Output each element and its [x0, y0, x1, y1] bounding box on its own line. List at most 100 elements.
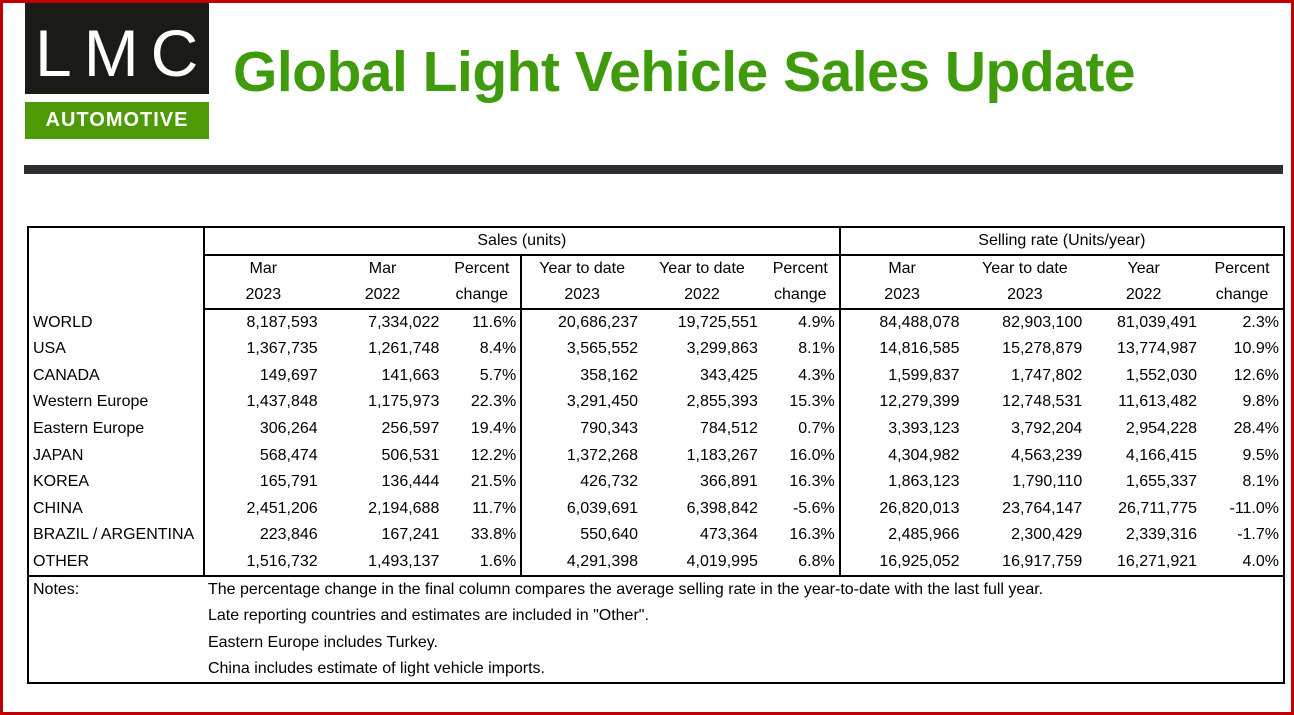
cell-value: 19,725,551	[677, 314, 758, 331]
cell-value: 8.1%	[1242, 473, 1279, 491]
cell-value: 426,732	[520, 468, 643, 496]
group-header-sales: Sales (units)	[202, 227, 840, 256]
cell-value: 8.1%	[798, 340, 835, 358]
cell-value: 16.3%	[789, 473, 835, 491]
page-title: Global Light Vehicle Sales Update	[233, 40, 1136, 104]
cell-value: 2,855,393	[686, 393, 758, 411]
cell-value: 9.8%	[1242, 393, 1279, 411]
cell-value: 1,261,748	[368, 340, 440, 358]
cell-value: 1,183,267	[686, 446, 758, 464]
row-label: CHINA	[33, 499, 83, 517]
cell-value: 3,299,863	[686, 340, 758, 358]
cell-value: 1.6%	[443, 548, 522, 577]
column-header-4-line2: 2023	[520, 282, 643, 310]
cell-value: 784,512	[700, 420, 758, 438]
cell-value: 2,339,316	[1125, 526, 1198, 544]
column-header-8-line1: Year to date	[982, 260, 1068, 277]
cell-value: 1,747,802	[1011, 366, 1083, 384]
column-header-9-line2: 2022	[1086, 282, 1202, 310]
cell-value: 4.9%	[798, 314, 835, 331]
column-header-1-line1: Mar	[202, 255, 322, 282]
cell-value: 136,444	[381, 473, 440, 491]
note-line: Late reporting countries and estimates a…	[207, 607, 649, 624]
cell-value: 1,175,973	[368, 393, 440, 411]
column-header-10-line2: change	[1201, 282, 1284, 310]
cell-value: 343,425	[700, 366, 758, 384]
row-label: OTHER	[28, 548, 204, 577]
notes-label: Notes:	[33, 580, 80, 598]
cell-value: 11,613,482	[1118, 393, 1198, 411]
cell-value: 16,925,052	[838, 548, 964, 577]
row-label: CANADA	[33, 366, 100, 384]
column-header-8-line2: 2023	[963, 282, 1087, 310]
cell-value: 16,917,759	[963, 548, 1087, 577]
cell-value: 1,367,735	[202, 336, 322, 363]
note-line: Eastern Europe includes Turkey.	[207, 633, 438, 651]
column-header-7-line2: 2023	[838, 282, 964, 310]
cell-value: 3,291,450	[520, 389, 643, 416]
cell-value: 358,162	[520, 362, 643, 390]
sales-table: Sales (units) Selling rate (Units/year) …	[27, 226, 1285, 684]
row-label: BRAZIL / ARGENTINA	[33, 526, 195, 544]
cell-value: 1,655,337	[1125, 473, 1198, 491]
row-label: USA	[33, 340, 66, 358]
cell-value: 1,372,268	[520, 442, 643, 469]
note-line: The percentage change in the final colum…	[207, 580, 1044, 598]
row-label: JAPAN	[33, 446, 84, 464]
row-label: Western Europe	[33, 393, 149, 411]
column-header-3-line1: Percent	[454, 260, 510, 277]
header-blank	[28, 227, 204, 309]
cell-value: 2,451,206	[202, 495, 322, 523]
cell-value: 7,334,022	[368, 314, 440, 331]
cell-value: 149,697	[202, 362, 322, 390]
cell-value: 1,863,123	[838, 468, 964, 496]
cell-value: 1,790,110	[1012, 473, 1083, 491]
column-header-6-line2: change	[761, 282, 840, 310]
cell-value: 2.3%	[1242, 314, 1279, 331]
cell-value: 1,516,732	[202, 548, 322, 577]
cell-value: 15,278,879	[1002, 340, 1083, 358]
table-row: Eastern Europe 306,264 256,597 19.4% 790,343…	[28, 415, 1284, 443]
table-row: OTHER 1,516,732 1,493,137 1.6% 4,291,398 4,01…	[28, 548, 1284, 577]
cell-value: 22.3%	[470, 393, 517, 411]
cell-value: 12,279,399	[838, 389, 964, 416]
cell-value: 28.4%	[1233, 420, 1279, 438]
cell-value: 21.5%	[470, 473, 517, 491]
cell-value: 3,393,123	[838, 415, 964, 443]
cell-value: 366,891	[700, 473, 758, 491]
cell-value: 1,599,837	[838, 362, 964, 390]
cell-value: 15.3%	[789, 393, 835, 411]
cell-value: 9.5%	[1242, 446, 1279, 464]
cell-value: 16.3%	[789, 526, 835, 544]
cell-value: 141,663	[381, 366, 440, 384]
column-header-5-line1: Year to date	[659, 260, 745, 277]
logo-lmc: LMC	[25, 3, 209, 94]
cell-value: 4.3%	[798, 366, 835, 384]
cell-value: 6,398,842	[686, 499, 758, 517]
cell-value: 8.4%	[479, 340, 517, 358]
cell-value: 256,597	[381, 420, 440, 438]
cell-value: 23,764,147	[1002, 499, 1083, 517]
cell-value: 12.6%	[1233, 366, 1279, 384]
table-row: JAPAN 568,474 506,531 12.2% 1,372,268 1,183,2…	[28, 442, 1284, 469]
column-header-9-line1: Year	[1127, 260, 1160, 277]
notes-spacer	[28, 656, 204, 683]
cell-value: 26,711,775	[1118, 499, 1198, 517]
row-label: KOREA	[33, 473, 90, 491]
column-header-2-line2: 2022	[321, 282, 444, 310]
cell-value: 4.0%	[1201, 548, 1284, 577]
cell-value: 5.7%	[479, 366, 517, 384]
cell-value: 33.8%	[470, 526, 517, 544]
cell-value: 790,343	[520, 415, 643, 443]
table-row: CHINA 2,451,206 2,194,688 11.7% 6,039,691 6,3…	[28, 495, 1284, 523]
cell-value: 4,304,982	[838, 442, 964, 469]
cell-value: 10.9%	[1233, 340, 1279, 358]
table-row: KOREA 165,791 136,444 21.5% 426,732 366,891 16…	[28, 468, 1284, 496]
cell-value: 3,792,204	[1011, 420, 1083, 438]
cell-value: 82,903,100	[1002, 314, 1083, 331]
cell-value: 16,271,921	[1086, 548, 1202, 577]
cell-value: 20,686,237	[520, 309, 643, 336]
cell-value: 506,531	[381, 446, 440, 464]
cell-value: 2,954,228	[1125, 420, 1198, 438]
row-label: Eastern Europe	[33, 420, 145, 438]
